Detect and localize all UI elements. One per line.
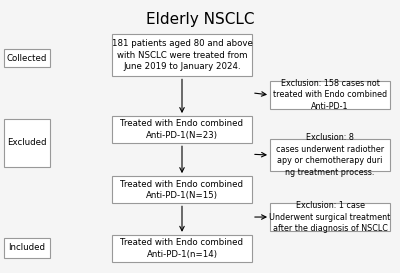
FancyBboxPatch shape	[4, 119, 50, 167]
Text: Treated with Endo combined
Anti-PD-1(n=14): Treated with Endo combined Anti-PD-1(n=1…	[120, 238, 244, 259]
Text: Exclusion: 158 cases not
treated with Endo combined
Anti-PD-1: Exclusion: 158 cases not treated with En…	[273, 79, 387, 111]
FancyBboxPatch shape	[270, 81, 390, 109]
FancyBboxPatch shape	[4, 49, 50, 67]
FancyBboxPatch shape	[270, 139, 390, 171]
Text: Collected: Collected	[7, 54, 47, 63]
FancyBboxPatch shape	[112, 235, 252, 262]
FancyBboxPatch shape	[112, 34, 252, 76]
FancyBboxPatch shape	[112, 116, 252, 143]
FancyBboxPatch shape	[112, 176, 252, 203]
Text: 181 patients aged 80 and above
with NSCLC were treated from
June 2019 to January: 181 patients aged 80 and above with NSCL…	[112, 39, 252, 71]
Text: Excluded: Excluded	[7, 138, 47, 147]
Text: Exclusion: 1 case
Underwent surgical treatment
after the diagnosis of NSCLC: Exclusion: 1 case Underwent surgical tre…	[269, 201, 391, 233]
Text: Elderly NSCLC: Elderly NSCLC	[146, 12, 254, 27]
FancyBboxPatch shape	[270, 203, 390, 231]
Text: Exclusion: 8
cases underwent radiother
apy or chemotherapy duri
ng treatment pro: Exclusion: 8 cases underwent radiother a…	[276, 133, 384, 177]
Text: Treated with Endo combined
Anti-PD-1(N=23): Treated with Endo combined Anti-PD-1(N=2…	[120, 120, 244, 140]
Text: Treated with Endo combined
Anti-PD-1(N=15): Treated with Endo combined Anti-PD-1(N=1…	[120, 180, 244, 200]
Text: Included: Included	[8, 243, 46, 252]
FancyBboxPatch shape	[4, 238, 50, 258]
